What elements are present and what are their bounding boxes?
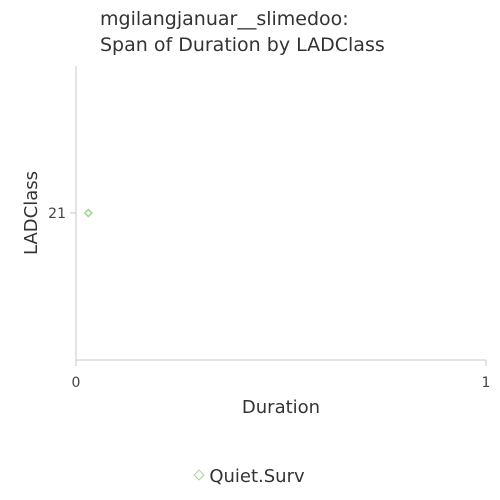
x-axis-label: Duration <box>242 397 320 418</box>
x-tick-label: 1 <box>482 375 491 391</box>
legend-marker-icon <box>193 469 205 481</box>
x-tick-label: 0 <box>72 375 81 391</box>
data-point[interactable] <box>83 208 93 218</box>
y-axis-label: LADClass <box>21 171 42 255</box>
legend-label: Quiet.Surv <box>209 466 305 487</box>
y-tick-label: 21 <box>48 206 66 222</box>
chart-title-line-1: mgilangjanuar__slimedoo: <box>100 8 349 30</box>
legend: Quiet.Surv <box>0 466 500 487</box>
chart-title-line-2: Span of Duration by LADClass <box>100 34 385 56</box>
chart-title: mgilangjanuar__slimedoo: Span of Duratio… <box>100 6 385 58</box>
